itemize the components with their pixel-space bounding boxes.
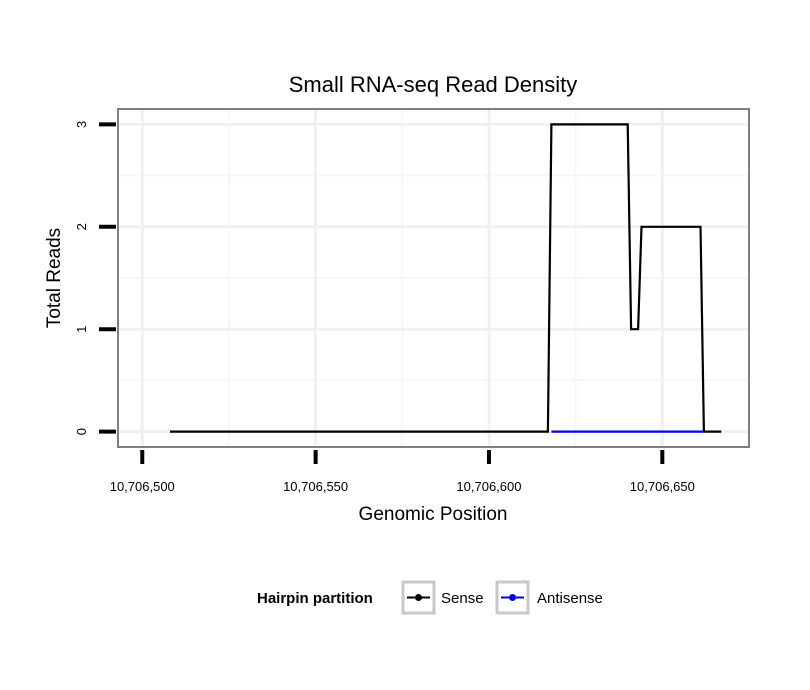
y-tick-label: 3 bbox=[74, 121, 89, 128]
x-axis-title: Genomic Position bbox=[359, 504, 508, 525]
y-tick-label: 1 bbox=[74, 326, 89, 333]
legend-point-sense bbox=[415, 594, 422, 601]
x-tick-label: 10,706,550 bbox=[283, 479, 348, 494]
legend-item-antisense: Antisense bbox=[495, 580, 603, 615]
y-axis-title: Total Reads bbox=[44, 228, 65, 328]
chart-title: Small RNA-seq Read Density bbox=[289, 72, 578, 97]
y-axis: 0 1 2 3 bbox=[74, 121, 116, 435]
legend-label-antisense: Antisense bbox=[537, 590, 603, 607]
legend: Hairpin partition Sense Antisense bbox=[257, 580, 603, 615]
x-tick-label: 10,706,500 bbox=[110, 479, 175, 494]
plot-border bbox=[117, 108, 750, 448]
x-tick-label: 10,706,600 bbox=[456, 479, 521, 494]
y-tick-label: 0 bbox=[74, 428, 89, 435]
grid-minor bbox=[118, 109, 749, 447]
legend-item-sense: Sense bbox=[401, 580, 484, 615]
x-tick-label: 10,706,650 bbox=[630, 479, 695, 494]
legend-title: Hairpin partition bbox=[257, 590, 373, 607]
series-layer bbox=[170, 123, 722, 433]
legend-point-antisense bbox=[509, 594, 516, 601]
y-tick-label: 2 bbox=[74, 223, 89, 230]
legend-label-sense: Sense bbox=[441, 590, 484, 607]
series-line-sense bbox=[170, 123, 722, 433]
x-axis: 10,706,500 10,706,550 10,706,600 10,706,650 bbox=[110, 450, 695, 494]
